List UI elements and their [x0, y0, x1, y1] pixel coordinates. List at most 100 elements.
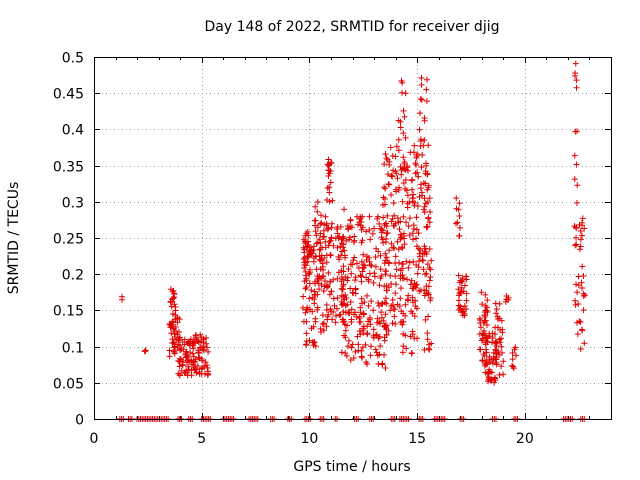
data-point	[141, 348, 148, 355]
x-tick-label: 20	[516, 431, 534, 447]
data-point	[412, 170, 419, 177]
data-point	[424, 261, 431, 268]
data-point	[300, 255, 307, 262]
data-point	[422, 160, 429, 167]
data-point	[382, 364, 389, 371]
data-point	[460, 308, 467, 315]
data-point	[503, 296, 510, 303]
data-point	[513, 352, 520, 359]
data-point	[325, 225, 332, 232]
data-point	[364, 331, 371, 338]
data-point	[402, 134, 409, 141]
data-point	[362, 341, 369, 348]
data-point	[205, 370, 212, 377]
data-point	[417, 96, 424, 103]
data-point	[418, 96, 425, 103]
data-point	[342, 321, 349, 328]
data-point	[423, 290, 430, 297]
data-point	[312, 315, 319, 322]
data-point	[313, 240, 320, 247]
data-point	[575, 301, 582, 308]
data-point	[358, 273, 365, 280]
data-point	[339, 316, 346, 323]
data-point	[380, 214, 387, 221]
data-point	[342, 327, 349, 334]
data-point	[337, 311, 344, 318]
data-point	[453, 205, 460, 212]
data-point	[399, 318, 406, 325]
data-point	[377, 342, 384, 349]
data-point	[378, 309, 385, 316]
data-point	[477, 320, 484, 327]
data-point	[175, 357, 182, 364]
data-point	[481, 353, 488, 360]
data-point	[176, 372, 183, 379]
data-point	[338, 349, 345, 356]
data-point	[575, 273, 582, 280]
data-point	[381, 337, 388, 344]
data-point	[367, 352, 374, 359]
data-point	[413, 243, 420, 250]
data-point	[175, 329, 182, 336]
data-point	[404, 276, 411, 283]
data-point	[417, 246, 424, 253]
data-point	[359, 224, 366, 231]
data-point	[426, 195, 433, 202]
data-point	[496, 372, 503, 379]
data-point	[324, 226, 331, 233]
data-point	[575, 282, 582, 289]
data-point	[322, 213, 329, 220]
data-point	[578, 232, 585, 239]
data-point	[367, 261, 374, 268]
data-point	[463, 297, 470, 304]
data-point	[421, 248, 428, 255]
data-point	[405, 297, 412, 304]
data-point	[452, 220, 459, 227]
data-point	[376, 333, 383, 340]
data-point	[323, 259, 330, 266]
data-point	[344, 343, 351, 350]
data-point	[388, 172, 395, 179]
data-point	[401, 113, 408, 120]
data-point	[392, 273, 399, 280]
data-point	[181, 341, 188, 348]
data-point	[375, 299, 382, 306]
data-point	[330, 309, 337, 316]
data-point	[424, 336, 431, 343]
data-point	[426, 264, 433, 271]
data-point	[353, 260, 360, 267]
data-point	[418, 81, 425, 88]
data-point	[458, 284, 465, 291]
data-point	[409, 186, 416, 193]
data-point	[403, 258, 410, 265]
data-point	[303, 318, 310, 325]
data-point	[404, 162, 411, 169]
data-point	[415, 230, 422, 237]
data-point	[484, 297, 491, 304]
data-point	[318, 281, 325, 288]
data-point	[402, 185, 409, 192]
data-point	[493, 350, 500, 357]
data-point	[185, 366, 192, 373]
data-point	[455, 297, 462, 304]
data-point	[383, 223, 390, 230]
data-point	[300, 236, 307, 243]
data-point	[424, 330, 431, 337]
data-point	[385, 180, 392, 187]
y-tick-label: 0.35	[53, 160, 84, 176]
y-tick-label: 0.45	[53, 87, 84, 103]
data-point	[189, 350, 196, 357]
data-point	[370, 326, 377, 333]
data-point	[414, 202, 421, 209]
data-point	[456, 233, 463, 240]
data-point	[426, 219, 433, 226]
data-point	[190, 361, 197, 368]
data-point	[383, 268, 390, 275]
data-point	[509, 350, 516, 357]
data-point	[341, 247, 348, 254]
data-points	[116, 60, 588, 422]
data-point	[168, 303, 175, 310]
data-point	[417, 181, 424, 188]
data-point	[400, 130, 407, 137]
data-point	[325, 311, 332, 318]
